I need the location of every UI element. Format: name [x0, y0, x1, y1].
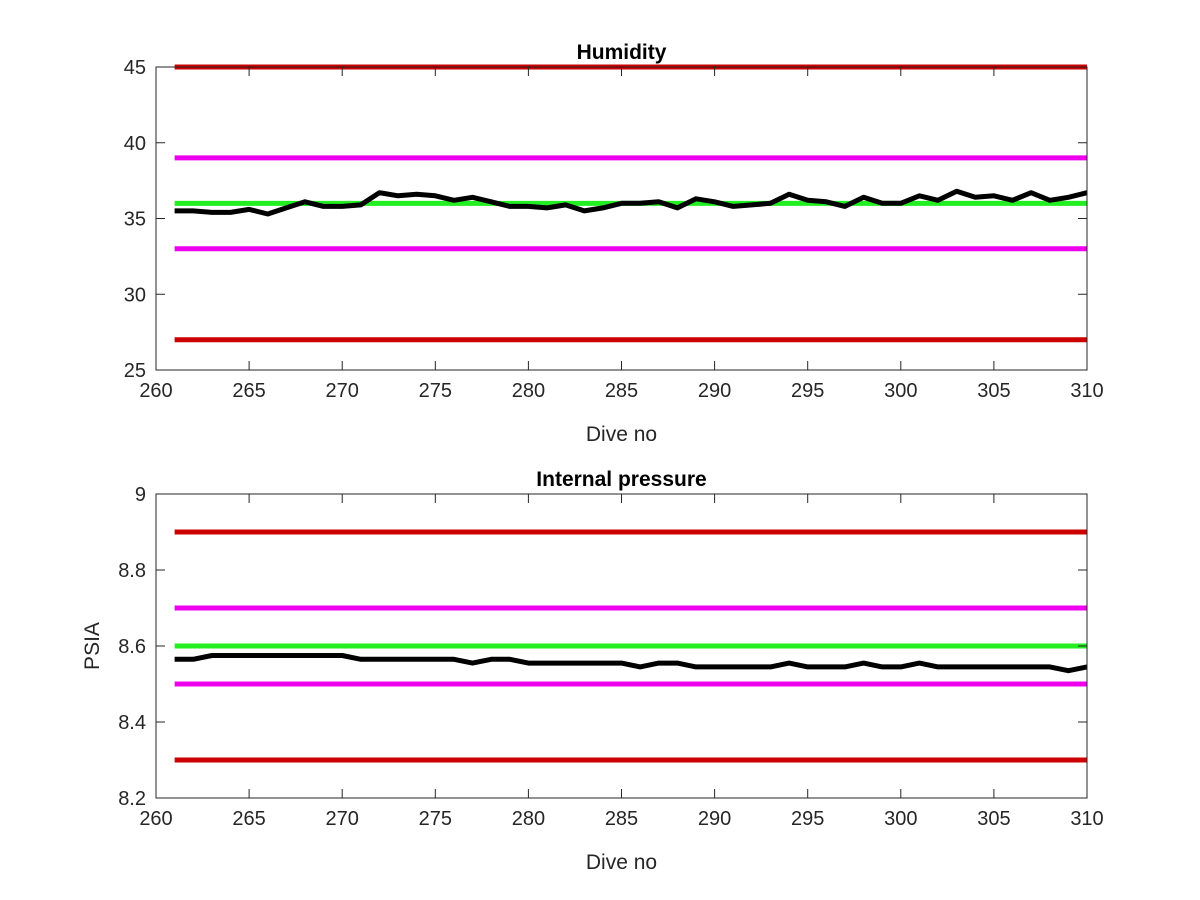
- y-tick-label: 45: [124, 57, 146, 79]
- x-tick-label: 305: [977, 808, 1010, 830]
- chart-panel-1: 260 265 270 275 280 285 290 295 300 305 310 25 30 35 4…: [124, 41, 1104, 446]
- x-tick-label: 265: [232, 380, 265, 402]
- data-series-line: [174, 188, 1088, 217]
- x-axis-label: Dive no: [586, 423, 657, 446]
- x-tick-label: 300: [884, 808, 917, 830]
- x-tick-label: 275: [419, 380, 452, 402]
- y-tick-label: 8.2: [118, 788, 146, 810]
- x-tick-label: 260: [139, 808, 172, 830]
- y-tick-label: 40: [124, 133, 146, 155]
- chart-title: Humidity: [577, 41, 667, 64]
- x-tick-label: 310: [1070, 380, 1103, 402]
- y-tick-label: 8.8: [118, 560, 146, 582]
- x-tick-label: 310: [1070, 808, 1103, 830]
- data-series-line: [174, 653, 1088, 674]
- x-tick-label: 295: [791, 808, 824, 830]
- y-axis-label: PSIA: [81, 622, 104, 670]
- x-tick-label: 270: [326, 808, 359, 830]
- y-tick-label: 35: [124, 209, 146, 231]
- x-tick-label: 265: [232, 808, 265, 830]
- x-tick-label: 290: [698, 380, 731, 402]
- x-tick-label: 290: [698, 808, 731, 830]
- x-axis-label: Dive no: [586, 851, 657, 874]
- x-tick-label: 285: [605, 808, 638, 830]
- x-tick-label: 275: [419, 808, 452, 830]
- x-tick-label: 285: [605, 380, 638, 402]
- chart-title: Internal pressure: [536, 468, 706, 491]
- y-tick-label: 8.6: [118, 636, 146, 658]
- y-tick-label: 9: [135, 484, 146, 506]
- axes-box: [155, 66, 1088, 371]
- y-tick-label: 30: [124, 284, 146, 306]
- x-tick-label: 260: [139, 380, 172, 402]
- y-tick-label: 8.4: [118, 712, 146, 734]
- chart-panel-2: 260 265 270 275 280 285 290 295 300 305 310 8.2 8.4 8…: [81, 468, 1104, 874]
- x-tick-label: 280: [512, 380, 545, 402]
- x-tick-label: 300: [884, 380, 917, 402]
- x-tick-label: 305: [977, 380, 1010, 402]
- y-tick-label: 25: [124, 360, 146, 382]
- x-tick-label: 270: [326, 380, 359, 402]
- x-tick-label: 280: [512, 808, 545, 830]
- x-tick-label: 295: [791, 380, 824, 402]
